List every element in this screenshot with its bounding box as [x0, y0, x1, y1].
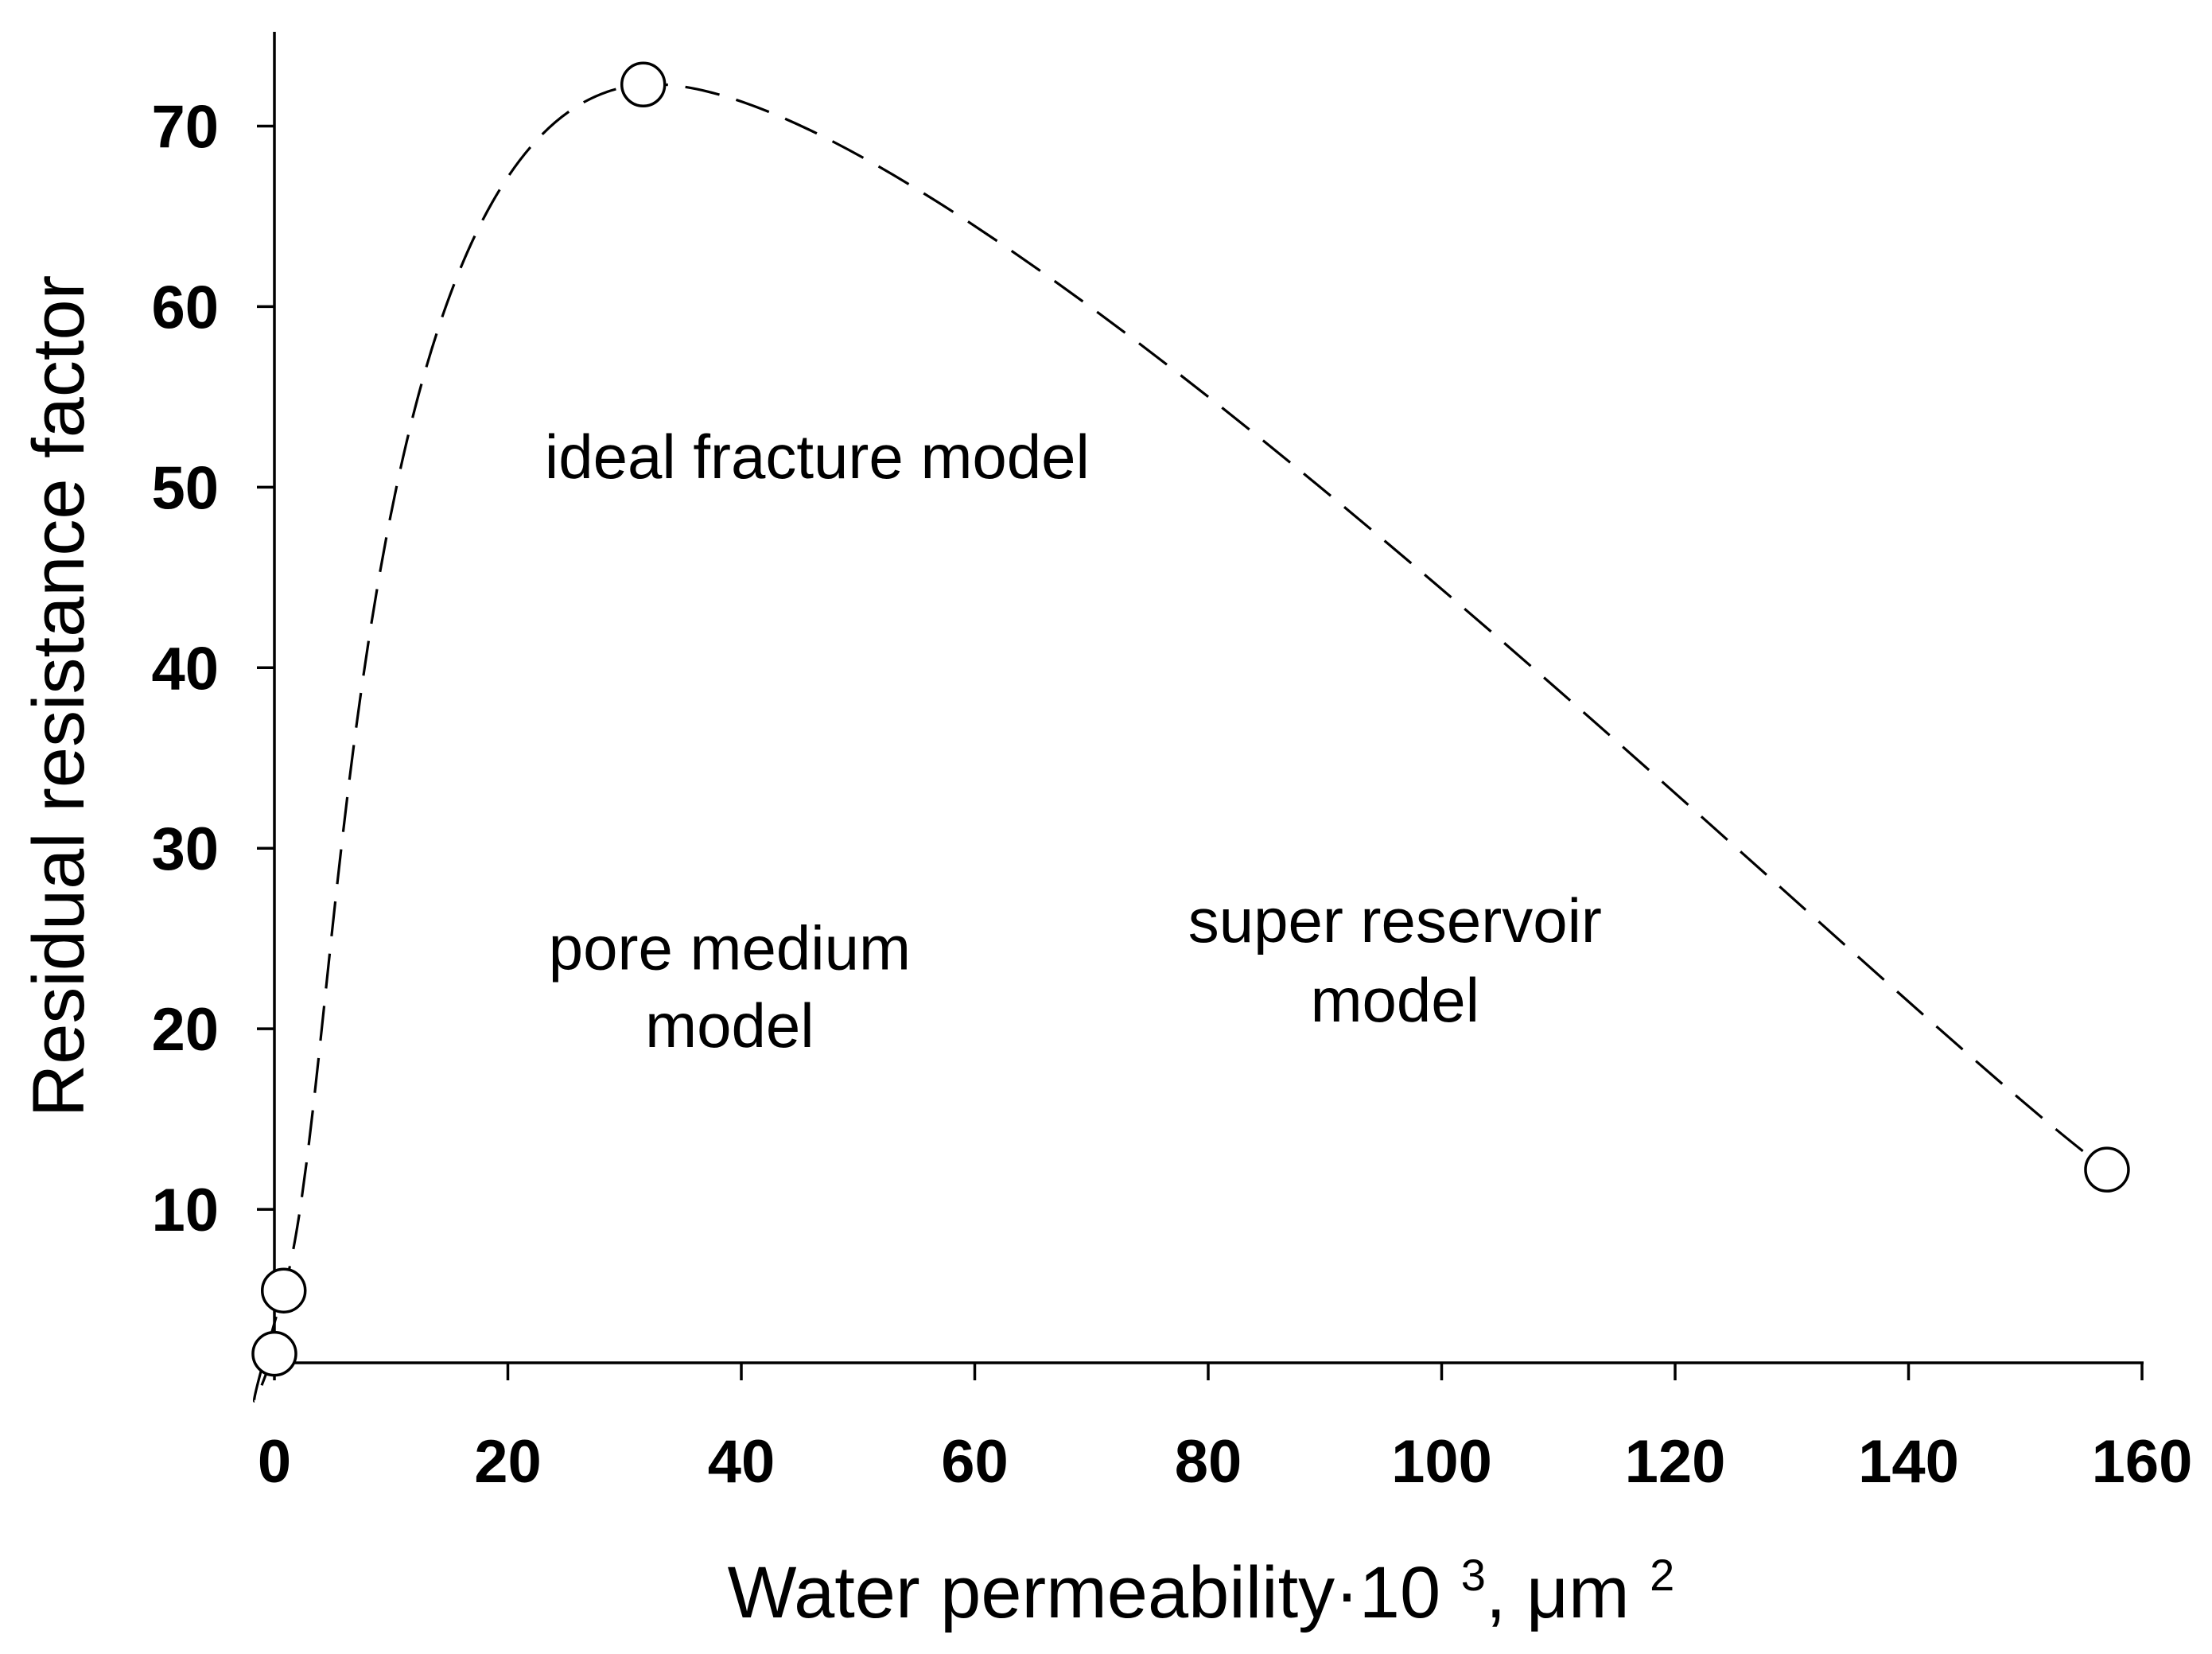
region-annotation: super reservoir — [1188, 885, 1602, 955]
region-annotation: ideal fracture model — [545, 422, 1090, 492]
x-tick-label: 20 — [474, 1428, 542, 1496]
data-point — [2084, 1146, 2130, 1193]
region-annotation: model — [1311, 965, 1479, 1035]
x-axis-title-mid: , μm — [1486, 1552, 1650, 1633]
y-axis-ticks: 10 20 30 40 50 60 70 — [151, 93, 274, 1244]
x-tick-label: 60 — [941, 1428, 1009, 1496]
y-tick-label: 20 — [151, 996, 219, 1064]
x-axis-title: Water permeability·10 3, μm 2 — [728, 1550, 1675, 1633]
x-tick-label: 120 — [1625, 1428, 1726, 1496]
y-axis-title: Residual resistance factor — [18, 275, 99, 1118]
x-axis-ticks: 0 20 40 60 80 100 120 140 160 — [258, 1363, 2193, 1496]
x-tick-label: 140 — [1858, 1428, 1959, 1496]
x-axis-title-sup-2: 2 — [1650, 1550, 1674, 1600]
x-tick-label: 100 — [1391, 1428, 1492, 1496]
y-tick-label: 50 — [151, 454, 219, 522]
axes — [273, 32, 2144, 1364]
region-annotation: model — [645, 990, 814, 1061]
series-layer — [251, 61, 2130, 1403]
x-tick-label: 0 — [258, 1428, 291, 1496]
data-point — [260, 1267, 307, 1313]
data-point — [620, 61, 667, 108]
y-tick-label: 70 — [151, 93, 219, 161]
x-axis-title-sup-1: 3 — [1461, 1550, 1486, 1600]
region-annotation: pore medium — [549, 913, 911, 983]
x-tick-label: 40 — [708, 1428, 776, 1496]
x-tick-label: 160 — [2092, 1428, 2193, 1496]
x-axis-title-main: Water permeability·10 — [728, 1552, 1461, 1633]
y-tick-label: 40 — [151, 635, 219, 702]
y-tick-label: 10 — [151, 1177, 219, 1244]
data-point — [251, 1330, 297, 1377]
series-line — [253, 83, 2108, 1403]
y-tick-label: 60 — [151, 274, 219, 341]
x-tick-label: 80 — [1175, 1428, 1242, 1496]
y-tick-label: 30 — [151, 815, 219, 883]
